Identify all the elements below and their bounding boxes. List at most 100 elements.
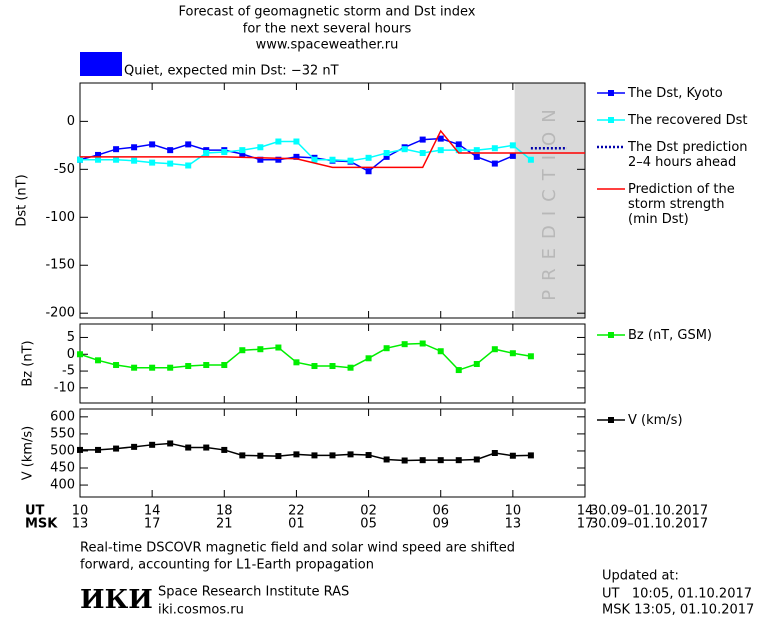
point (221, 362, 228, 369)
point (239, 147, 246, 154)
x-date: 30.09–01.10.2017 (590, 504, 708, 519)
y-tick-label: 550 (50, 426, 75, 441)
point (275, 156, 282, 163)
point (455, 457, 462, 464)
point (509, 152, 516, 159)
point (185, 162, 192, 169)
x2-axis-label: MSK (25, 517, 58, 532)
point (491, 346, 498, 353)
point (239, 150, 246, 157)
x-tick-label: 10 (72, 504, 89, 519)
point (365, 168, 372, 175)
x-tick-label: 14 (577, 504, 594, 519)
x-tick-label: 02 (360, 504, 377, 519)
legend-marker (608, 332, 614, 338)
point (293, 359, 300, 366)
point (437, 135, 444, 142)
point (347, 451, 354, 458)
point (383, 150, 390, 157)
y-tick-label: 600 (50, 409, 75, 424)
x2-tick-label: 17 (144, 517, 161, 532)
point (491, 145, 498, 152)
y-tick-label: 500 (50, 443, 75, 458)
point (77, 156, 83, 163)
point (491, 160, 498, 167)
point (365, 355, 372, 362)
legend-marker (608, 417, 614, 423)
point (131, 443, 138, 450)
point (203, 444, 210, 451)
point (383, 153, 390, 160)
point (257, 144, 264, 151)
point (419, 457, 426, 464)
point (149, 159, 156, 166)
point (311, 156, 318, 163)
x-tick-label: 22 (288, 504, 305, 519)
point (311, 452, 318, 459)
x2-tick-label: 13 (505, 517, 522, 532)
point (527, 156, 534, 163)
y-tick-label: -10 (54, 380, 75, 395)
point (131, 157, 138, 164)
point (113, 156, 120, 163)
y-axis-label: V (km/s) (21, 426, 36, 481)
legend-label: The Dst prediction 2–4 hours ahead (627, 140, 748, 170)
point (437, 147, 444, 154)
point (77, 446, 83, 453)
point (149, 141, 156, 148)
x2-tick-label: 13 (72, 517, 89, 532)
point (329, 363, 336, 370)
point (113, 445, 120, 452)
prediction-region (514, 83, 585, 318)
point (401, 146, 408, 153)
point (329, 156, 336, 163)
x-tick-label: 06 (432, 504, 449, 519)
point (419, 150, 426, 157)
x2-tick-label: 17 (577, 517, 594, 532)
y-tick-label: 5 (67, 330, 75, 345)
point (167, 364, 174, 371)
x2-tick-label: 01 (288, 517, 305, 532)
legend-label: The recovered Dst (627, 113, 747, 128)
point (185, 444, 192, 451)
point (455, 367, 462, 374)
point (347, 364, 354, 371)
title-line: Forecast of geomagnetic storm and Dst in… (178, 5, 475, 20)
plot-frame (79, 82, 586, 319)
point (347, 157, 354, 164)
point (383, 456, 390, 463)
point (113, 362, 120, 369)
point (185, 363, 192, 370)
legend-label: V (km/s) (628, 413, 683, 428)
note-line: forward, accounting for L1-Earth propaga… (80, 558, 374, 573)
legend-marker (608, 117, 614, 123)
point (329, 452, 336, 459)
point (167, 440, 174, 447)
point (473, 456, 480, 463)
x-axis-label: UT (25, 504, 45, 519)
legend-label: Bz (nT, GSM) (628, 328, 712, 343)
y-tick-label: -5 (62, 364, 75, 379)
point (491, 450, 498, 456)
point (401, 341, 408, 348)
point (239, 452, 246, 459)
point (509, 350, 516, 357)
point (185, 141, 192, 148)
legend-marker (608, 90, 614, 96)
note-line: Real-time DSCOVR magnetic field and sola… (80, 541, 515, 556)
logo: ИКИ (80, 585, 153, 615)
point (131, 144, 138, 151)
x-tick-label: 10 (505, 504, 522, 519)
point (221, 149, 228, 156)
point (203, 362, 210, 369)
point (257, 452, 264, 459)
point (149, 364, 156, 371)
x2-tick-label: 05 (360, 517, 377, 532)
point (311, 363, 318, 370)
point (383, 345, 390, 352)
point (95, 156, 102, 163)
point (131, 364, 138, 371)
y-tick-label: -100 (45, 210, 75, 225)
x-tick-label: 14 (144, 504, 161, 519)
series-line (80, 129, 585, 169)
